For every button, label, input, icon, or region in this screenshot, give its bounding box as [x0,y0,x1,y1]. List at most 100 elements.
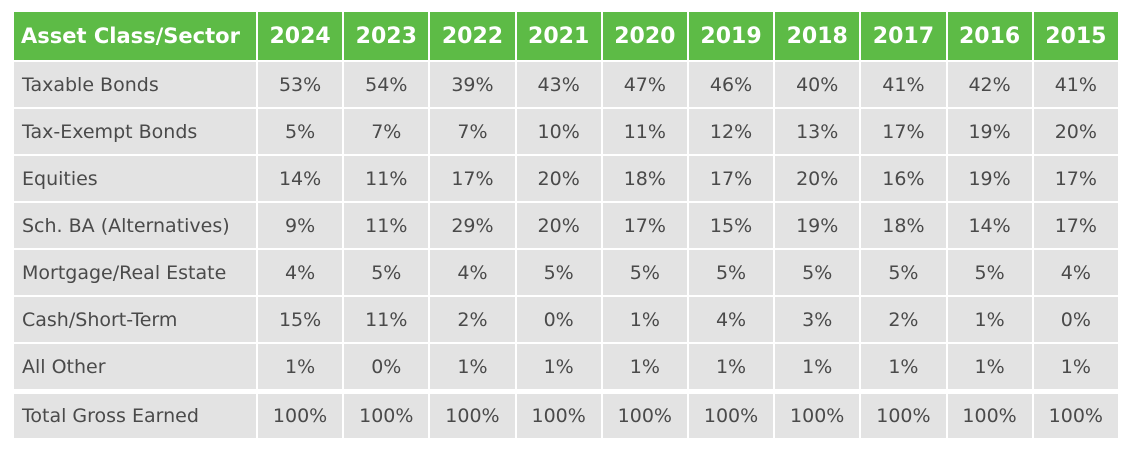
header-year-2022: 2022 [430,12,515,60]
cell-value: 9% [258,203,343,248]
gap-cell [14,391,1118,392]
cell-value: 40% [775,62,860,107]
cell-value: 1% [1033,344,1118,389]
cell-value: 20% [516,156,601,201]
cell-value: 46% [688,62,774,107]
cell-value: 18% [861,203,946,248]
cell-value: 5% [861,250,946,295]
asset-allocation-table: Asset Class/Sector 2024 2023 2022 2021 2… [12,10,1120,440]
cell-value: 1% [602,344,687,389]
cell-value: 100% [602,394,687,438]
table-row: Sch. BA (Alternatives) 9% 11% 29% 20% 17% 15% 1… [14,203,1118,248]
cell-value: 20% [775,156,860,201]
cell-value: 3% [775,297,860,342]
cell-value: 4% [258,250,343,295]
cell-value: 14% [258,156,343,201]
row-label: Cash/Short-Term [14,297,256,342]
cell-value: 53% [258,62,343,107]
table-row: Mortgage/Real Estate 4% 5% 4% 5% 5% 5% 5% 5% 5% 4% [14,250,1118,295]
table-row: Equities 14% 11% 17% 20% 18% 17% 20% 16% 19% 17% [14,156,1118,201]
cell-value: 11% [344,203,429,248]
section-gap [14,391,1118,392]
header-year-2023: 2023 [344,12,429,60]
cell-value: 20% [516,203,601,248]
row-label: Sch. BA (Alternatives) [14,203,256,248]
cell-value: 1% [775,344,860,389]
cell-value: 42% [947,62,1032,107]
cell-value: 11% [344,156,429,201]
header-year-2021: 2021 [516,12,601,60]
header-year-2017: 2017 [861,12,946,60]
cell-value: 15% [258,297,343,342]
cell-value: 5% [516,250,601,295]
cell-value: 5% [775,250,860,295]
cell-value: 17% [1033,203,1118,248]
cell-value: 7% [430,109,515,154]
cell-value: 39% [430,62,515,107]
cell-value: 19% [775,203,860,248]
cell-value: 100% [947,394,1032,438]
cell-value: 11% [602,109,687,154]
cell-value: 20% [1033,109,1118,154]
cell-value: 100% [344,394,429,438]
cell-value: 16% [861,156,946,201]
cell-value: 5% [688,250,774,295]
table-row: All Other 1% 0% 1% 1% 1% 1% 1% 1% 1% 1% [14,344,1118,389]
cell-value: 19% [947,109,1032,154]
cell-value: 5% [344,250,429,295]
cell-value: 54% [344,62,429,107]
cell-value: 43% [516,62,601,107]
cell-value: 1% [516,344,601,389]
row-label: Equities [14,156,256,201]
cell-value: 2% [430,297,515,342]
header-year-2020: 2020 [602,12,687,60]
row-label: Tax-Exempt Bonds [14,109,256,154]
row-label: All Other [14,344,256,389]
table-row: Taxable Bonds 53% 54% 39% 43% 47% 46% 40% 41% 42%… [14,62,1118,107]
table-row: Tax-Exempt Bonds 5% 7% 7% 10% 11% 12% 13% 17% 19%… [14,109,1118,154]
cell-value: 41% [1033,62,1118,107]
row-label: Mortgage/Real Estate [14,250,256,295]
cell-value: 41% [861,62,946,107]
table-row: Cash/Short-Term 15% 11% 2% 0% 1% 4% 3% 2% 1% 0% [14,297,1118,342]
cell-value: 100% [1033,394,1118,438]
cell-value: 1% [430,344,515,389]
cell-value: 11% [344,297,429,342]
cell-value: 17% [602,203,687,248]
header-year-2018: 2018 [775,12,860,60]
row-label: Total Gross Earned [14,394,256,438]
cell-value: 17% [1033,156,1118,201]
cell-value: 100% [688,394,774,438]
header-year-2024: 2024 [258,12,343,60]
header-year-2015: 2015 [1033,12,1118,60]
total-row: Total Gross Earned 100% 100% 100% 100% 1… [14,394,1118,438]
header-year-2019: 2019 [688,12,774,60]
cell-value: 100% [775,394,860,438]
cell-value: 100% [258,394,343,438]
cell-value: 1% [688,344,774,389]
cell-value: 19% [947,156,1032,201]
cell-value: 4% [430,250,515,295]
header-asset-class: Asset Class/Sector [14,12,256,60]
cell-value: 100% [861,394,946,438]
cell-value: 5% [602,250,687,295]
cell-value: 10% [516,109,601,154]
cell-value: 29% [430,203,515,248]
cell-value: 1% [947,344,1032,389]
cell-value: 47% [602,62,687,107]
cell-value: 12% [688,109,774,154]
cell-value: 7% [344,109,429,154]
cell-value: 4% [688,297,774,342]
cell-value: 0% [1033,297,1118,342]
cell-value: 18% [602,156,687,201]
cell-value: 17% [861,109,946,154]
cell-value: 17% [688,156,774,201]
cell-value: 100% [516,394,601,438]
row-label: Taxable Bonds [14,62,256,107]
cell-value: 4% [1033,250,1118,295]
cell-value: 1% [947,297,1032,342]
header-row: Asset Class/Sector 2024 2023 2022 2021 2… [14,12,1118,60]
cell-value: 17% [430,156,515,201]
cell-value: 100% [430,394,515,438]
cell-value: 1% [602,297,687,342]
